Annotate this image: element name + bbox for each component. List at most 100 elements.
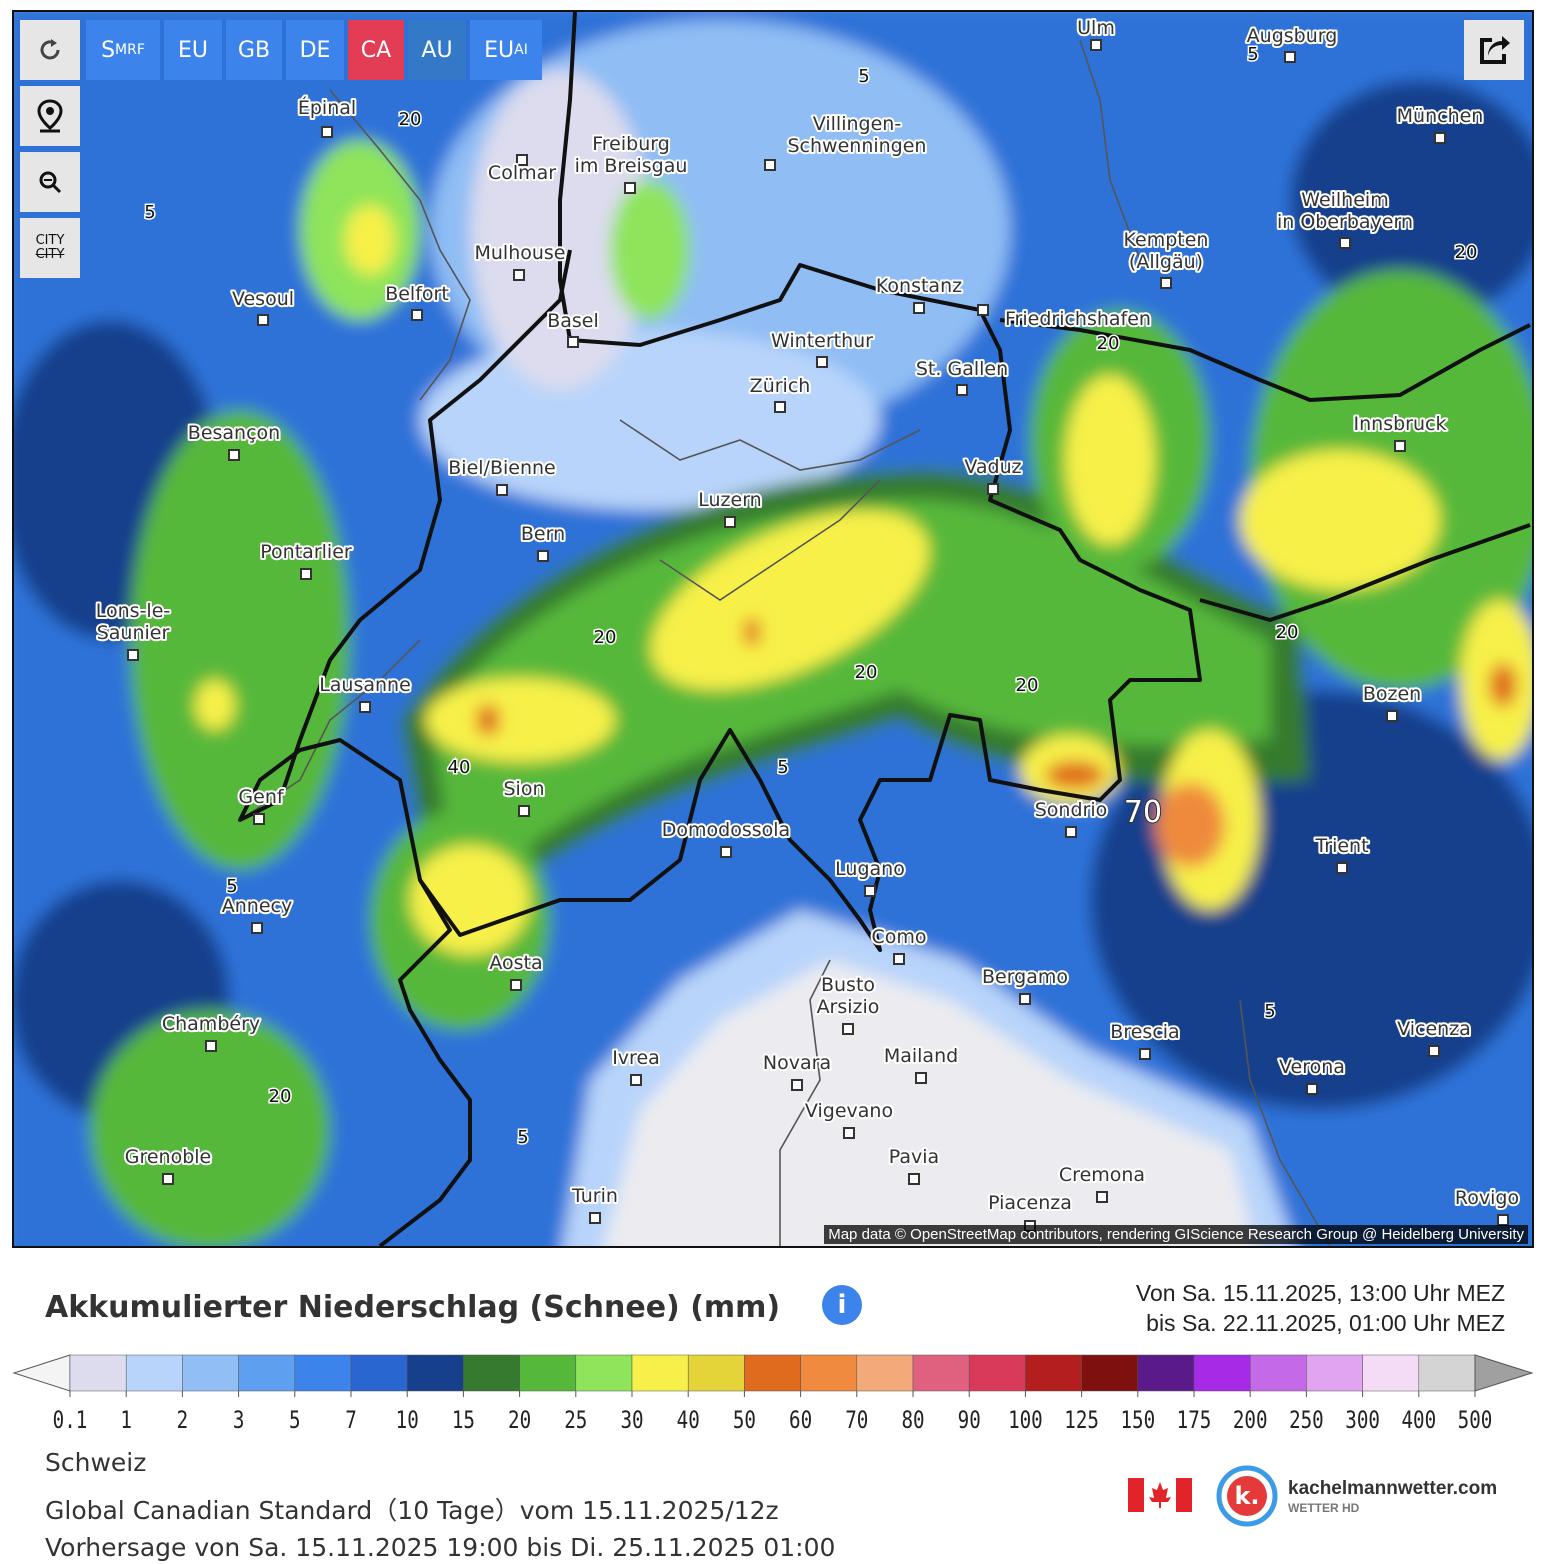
- city-dot: [257, 314, 269, 326]
- city-dot: [162, 1173, 174, 1185]
- city-label-line: Lugano: [835, 858, 905, 880]
- city-label-line: Pavia: [889, 1146, 939, 1168]
- city-label: München: [1397, 105, 1484, 127]
- model-button[interactable]: EU AI: [470, 20, 542, 80]
- city-dot: [1428, 1045, 1440, 1057]
- legend-swatch: [294, 1354, 352, 1392]
- city-dot: [774, 401, 786, 413]
- city-label-line: Mulhouse: [474, 242, 565, 264]
- city-label-line: Lons-le-: [96, 600, 171, 622]
- legend-swatch: [125, 1354, 183, 1392]
- city-label: Annecy: [222, 895, 292, 917]
- map[interactable]: Ulm Augsburg München Épinal Colmar Freiburg im…: [12, 10, 1534, 1248]
- city-dot: [228, 449, 240, 461]
- contour-label: 20: [1276, 622, 1299, 643]
- model-button[interactable]: CA: [348, 20, 404, 80]
- city-label: Domodossola: [662, 819, 790, 841]
- zoom-button[interactable]: [20, 152, 80, 212]
- city-dot: [1065, 826, 1077, 838]
- city-label: Mulhouse: [474, 242, 565, 264]
- contour-label: 20: [1016, 675, 1039, 696]
- city-dot: [205, 1040, 217, 1052]
- city-dot: [915, 1072, 927, 1084]
- model-button[interactable]: DE: [286, 20, 344, 80]
- city-dot: [518, 805, 530, 817]
- attribution: Map data © OpenStreetMap contributors, r…: [824, 1225, 1528, 1244]
- city-label-line: Épinal: [298, 96, 356, 119]
- city-label: Mailand: [884, 1045, 958, 1067]
- city-label: Épinal: [298, 96, 356, 119]
- city-label-line: Verona: [1279, 1056, 1345, 1078]
- info-button[interactable]: i: [822, 1285, 862, 1325]
- city-label: Trient: [1314, 835, 1368, 857]
- model-button[interactable]: GB: [226, 20, 282, 80]
- city-dot: [1434, 132, 1446, 144]
- model-button[interactable]: EU: [164, 20, 222, 80]
- city-label-line: Novara: [763, 1052, 831, 1074]
- city-label: Pontarlier: [260, 541, 352, 563]
- city-label-line: Mailand: [884, 1045, 958, 1067]
- city-button[interactable]: CITY CITY: [20, 218, 80, 278]
- map-layer: Ulm Augsburg München Épinal Colmar Freiburg im…: [14, 12, 1532, 1246]
- city-label-line: im Breisgau: [575, 155, 688, 177]
- city-label: Lausanne: [319, 674, 411, 696]
- legend-tick-label: 15: [452, 1407, 475, 1435]
- city-label: Biel/Bienne: [448, 457, 555, 479]
- city-label: Augsburg: [1247, 25, 1338, 47]
- model-button[interactable]: AU: [408, 20, 466, 80]
- location-button[interactable]: [20, 86, 80, 146]
- city-dot: [893, 953, 905, 965]
- city-label-line: Sion: [503, 778, 544, 800]
- city-label: Sion: [503, 778, 544, 800]
- city-label: Ulm: [1077, 17, 1115, 39]
- city-label: Como: [871, 926, 926, 948]
- city-label: Innsbruck: [1354, 413, 1447, 435]
- city-dot: [589, 1212, 601, 1224]
- legend-swatch: [912, 1354, 970, 1392]
- city-label-line: Ulm: [1077, 17, 1115, 39]
- share-button[interactable]: [1464, 20, 1524, 80]
- city-dot: [513, 269, 525, 281]
- city-label-line: Luzern: [698, 489, 761, 511]
- city-label: Turin: [571, 1185, 618, 1207]
- city-dot: [864, 885, 876, 897]
- contour-label: 5: [1247, 44, 1258, 65]
- city-label-line: Weilheim: [1301, 189, 1388, 211]
- logos: k. kachelmannwetter.com WETTER HD: [1128, 1465, 1497, 1527]
- city-dot: [537, 550, 549, 562]
- city-label-line: Bozen: [1363, 683, 1421, 705]
- city-label-line: Vesoul: [232, 288, 294, 310]
- logo-name: kachelmannwetter.com: [1288, 1478, 1497, 1499]
- legend-swatch: [350, 1354, 408, 1392]
- legend-swatch: [1137, 1354, 1195, 1392]
- contour-label: 20: [399, 109, 422, 130]
- legend-tick-label: 25: [564, 1407, 587, 1435]
- city-label-line: Bergamo: [982, 966, 1068, 988]
- city-label-line: Vigevano: [805, 1100, 893, 1122]
- city-label-off: CITY: [35, 247, 65, 262]
- city-label-line: Genf: [238, 786, 284, 808]
- city-label-line: Ivrea: [612, 1047, 660, 1069]
- model-button[interactable]: S MRF: [86, 20, 160, 80]
- logo-mark: k.: [1234, 1482, 1259, 1510]
- city-label: Brescia: [1110, 1021, 1179, 1043]
- legend-swatch: [238, 1354, 296, 1392]
- city-label-line: Innsbruck: [1354, 413, 1447, 435]
- city-label-line: Besançon: [188, 422, 280, 444]
- city-dot: [510, 979, 522, 991]
- city-label-line: Schwenningen: [788, 135, 927, 157]
- city-dot: [956, 384, 968, 396]
- legend-tick-label: 125: [1064, 1407, 1099, 1435]
- legend-tick-label: 3: [233, 1407, 245, 1435]
- city-dot: [1386, 710, 1398, 722]
- city-dot: [724, 516, 736, 528]
- contour-labels: 5 5 5 20 20 20 20 20 20 20 20 40 70 5 5 5 5: [143, 43, 1479, 1150]
- city-label-line: Domodossola: [662, 819, 790, 841]
- city-dot: [1090, 39, 1102, 51]
- refresh-button[interactable]: [20, 20, 80, 80]
- legend-swatch: [69, 1354, 127, 1392]
- footer-forecast: Vorhersage von Sa. 15.11.2025 19:00 bis …: [45, 1533, 836, 1562]
- city-label: Vicenza: [1397, 1018, 1471, 1040]
- city-label: Verona: [1279, 1056, 1345, 1078]
- city-label-line: Piacenza: [988, 1192, 1072, 1214]
